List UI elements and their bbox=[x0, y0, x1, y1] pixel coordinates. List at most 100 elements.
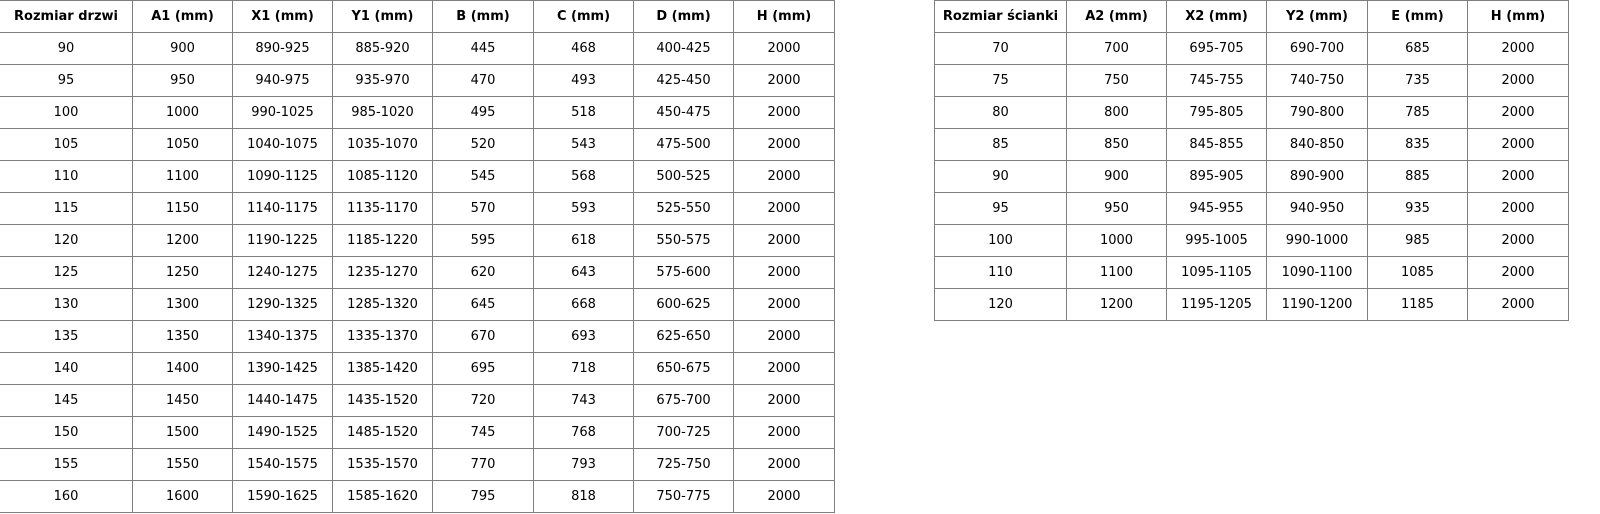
table-cell: 800 bbox=[1066, 96, 1167, 129]
table-cell: 518 bbox=[533, 96, 634, 129]
table-cell: 840-850 bbox=[1266, 128, 1368, 161]
table-cell: 2000 bbox=[733, 160, 835, 193]
table-cell: 110 bbox=[0, 160, 133, 193]
table-cell: 1095-1105 bbox=[1166, 256, 1267, 289]
table-row: 135 1350 1340-1375 1335-1370 670 693 625-650 20… bbox=[0, 320, 835, 353]
table-cell: 1185 bbox=[1367, 288, 1468, 321]
table-cell: 1100 bbox=[1066, 256, 1167, 289]
table-row: 140 1400 1390-1425 1385-1420 695 718 650-675 20… bbox=[0, 352, 835, 385]
table-cell: 1195-1205 bbox=[1166, 288, 1267, 321]
table-cell: 2000 bbox=[733, 416, 835, 449]
column-header: C (mm) bbox=[533, 0, 634, 33]
table-cell: 2000 bbox=[1467, 224, 1569, 257]
table-cell: 400-425 bbox=[633, 32, 734, 65]
table-cell: 1290-1325 bbox=[232, 288, 333, 321]
table-cell: 1550 bbox=[132, 448, 233, 481]
table-cell: 1190-1200 bbox=[1266, 288, 1368, 321]
table-cell: 895-905 bbox=[1166, 160, 1267, 193]
table-cell: 100 bbox=[934, 224, 1067, 257]
table-cell: 500-525 bbox=[633, 160, 734, 193]
table-cell: 740-750 bbox=[1266, 64, 1368, 97]
table-cell: 950 bbox=[132, 64, 233, 97]
table-cell: 2000 bbox=[733, 352, 835, 385]
table-cell: 575-600 bbox=[633, 256, 734, 289]
table-cell: 105 bbox=[0, 128, 133, 161]
table-cell: 643 bbox=[533, 256, 634, 289]
table-cell: 110 bbox=[934, 256, 1067, 289]
table-cell: 468 bbox=[533, 32, 634, 65]
table-cell: 568 bbox=[533, 160, 634, 193]
table-cell: 2000 bbox=[1467, 288, 1569, 321]
table-row: 95 950 945-955 940-950 935 2000 bbox=[934, 192, 1569, 225]
table-cell: 525-550 bbox=[633, 192, 734, 225]
table-cell: 445 bbox=[432, 32, 534, 65]
table-cell: 795 bbox=[432, 480, 534, 513]
table-cell: 120 bbox=[0, 224, 133, 257]
table-cell: 670 bbox=[432, 320, 534, 353]
table-cell: 495 bbox=[432, 96, 534, 129]
table-cell: 2000 bbox=[733, 32, 835, 65]
table-row: 120 1200 1195-1205 1190-1200 1185 2000 bbox=[934, 288, 1569, 321]
table-cell: 1440-1475 bbox=[232, 384, 333, 417]
table-cell: 2000 bbox=[733, 96, 835, 129]
column-header: A1 (mm) bbox=[132, 0, 233, 33]
table-cell: 1100 bbox=[132, 160, 233, 193]
table-row: 70 700 695-705 690-700 685 2000 bbox=[934, 32, 1569, 65]
table-cell: 595 bbox=[432, 224, 534, 257]
header-row: Rozmiar ścianki A2 (mm) X2 (mm) Y2 (mm) E (m… bbox=[934, 0, 1569, 33]
table-cell: 990-1025 bbox=[232, 96, 333, 129]
table-cell: 1335-1370 bbox=[332, 320, 433, 353]
door-dimensions-table: Rozmiar drzwi A1 (mm) X1 (mm) Y1 (mm) B (mm)… bbox=[0, 0, 835, 513]
column-header: X2 (mm) bbox=[1166, 0, 1267, 33]
table-cell: 1535-1570 bbox=[332, 448, 433, 481]
table-cell: 90 bbox=[0, 32, 133, 65]
table-cell: 675-700 bbox=[633, 384, 734, 417]
table-cell: 850 bbox=[1066, 128, 1167, 161]
table-cell: 150 bbox=[0, 416, 133, 449]
table-cell: 885-920 bbox=[332, 32, 433, 65]
table-cell: 470 bbox=[432, 64, 534, 97]
table-row: 110 1100 1095-1105 1090-1100 1085 2000 bbox=[934, 256, 1569, 289]
table-cell: 1190-1225 bbox=[232, 224, 333, 257]
table-cell: 70 bbox=[934, 32, 1067, 65]
table-cell: 140 bbox=[0, 352, 133, 385]
table-cell: 935-970 bbox=[332, 64, 433, 97]
column-header: H (mm) bbox=[1467, 0, 1569, 33]
table-cell: 940-950 bbox=[1266, 192, 1368, 225]
table-cell: 1590-1625 bbox=[232, 480, 333, 513]
table-cell: 890-900 bbox=[1266, 160, 1368, 193]
table-cell: 2000 bbox=[733, 128, 835, 161]
table-cell: 1090-1100 bbox=[1266, 256, 1368, 289]
table-cell: 900 bbox=[132, 32, 233, 65]
table-cell: 743 bbox=[533, 384, 634, 417]
table-cell: 2000 bbox=[1467, 128, 1569, 161]
table-row: 100 1000 995-1005 990-1000 985 2000 bbox=[934, 224, 1569, 257]
table-cell: 745 bbox=[432, 416, 534, 449]
table-cell: 2000 bbox=[733, 256, 835, 289]
column-header: Y2 (mm) bbox=[1266, 0, 1368, 33]
table-cell: 625-650 bbox=[633, 320, 734, 353]
header-row: Rozmiar drzwi A1 (mm) X1 (mm) Y1 (mm) B (mm)… bbox=[0, 0, 835, 33]
table-cell: 2000 bbox=[733, 480, 835, 513]
column-header: X1 (mm) bbox=[232, 0, 333, 33]
table-cell: 1490-1525 bbox=[232, 416, 333, 449]
table-row: 115 1150 1140-1175 1135-1170 570 593 525-550 20… bbox=[0, 192, 835, 225]
table-cell: 135 bbox=[0, 320, 133, 353]
table-cell: 700 bbox=[1066, 32, 1167, 65]
table-cell: 2000 bbox=[1467, 32, 1569, 65]
table-cell: 668 bbox=[533, 288, 634, 321]
table-cell: 770 bbox=[432, 448, 534, 481]
column-header: E (mm) bbox=[1367, 0, 1468, 33]
table-cell: 700-725 bbox=[633, 416, 734, 449]
table-cell: 493 bbox=[533, 64, 634, 97]
table-cell: 2000 bbox=[733, 192, 835, 225]
table-cell: 750-775 bbox=[633, 480, 734, 513]
table-cell: 1485-1520 bbox=[332, 416, 433, 449]
table-cell: 1040-1075 bbox=[232, 128, 333, 161]
table-cell: 693 bbox=[533, 320, 634, 353]
table-cell: 795-805 bbox=[1166, 96, 1267, 129]
table-cell: 1585-1620 bbox=[332, 480, 433, 513]
table-cell: 115 bbox=[0, 192, 133, 225]
table-row: 130 1300 1290-1325 1285-1320 645 668 600-625 20… bbox=[0, 288, 835, 321]
table-cell: 550-575 bbox=[633, 224, 734, 257]
